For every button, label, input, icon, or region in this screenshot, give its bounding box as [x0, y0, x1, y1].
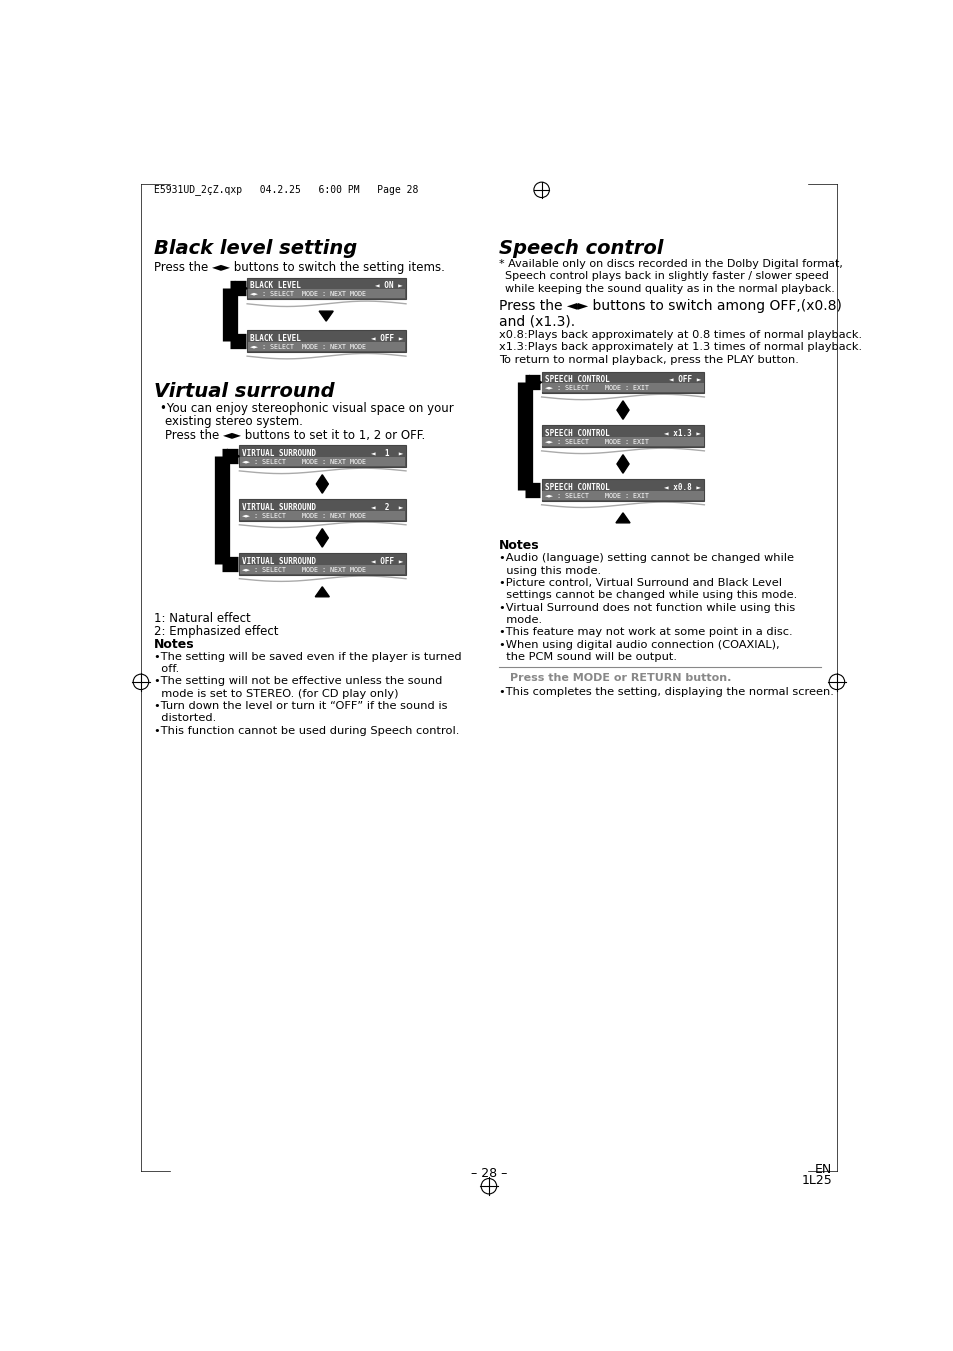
Text: Notes: Notes [154, 638, 194, 651]
Bar [239, 500, 406, 521]
Text: To return to normal playback, press the PLAY button.: To return to normal playback, press the … [498, 354, 798, 365]
Text: •Audio (language) setting cannot be changed while: •Audio (language) setting cannot be chan… [498, 554, 793, 563]
Text: Speech control plays back in slightly faster / slower speed: Speech control plays back in slightly fa… [505, 272, 828, 281]
Text: •The setting will not be effective unless the sound: •The setting will not be effective unles… [154, 677, 442, 686]
Bar [248, 342, 405, 351]
Bar [248, 289, 405, 299]
Polygon shape [227, 450, 239, 463]
Text: settings cannot be changed while using this mode.: settings cannot be changed while using t… [498, 590, 797, 600]
Text: ◄  2  ►: ◄ 2 ► [370, 503, 402, 512]
Text: Press the ◄► buttons to switch among OFF,(x0.8): Press the ◄► buttons to switch among OFF… [498, 299, 841, 313]
Text: ◄► : SELECT    MODE : EXIT: ◄► : SELECT MODE : EXIT [544, 385, 648, 392]
Text: 1L25: 1L25 [801, 1174, 831, 1188]
Polygon shape [617, 463, 628, 473]
Bar [239, 446, 406, 467]
Text: ◄ ON ►: ◄ ON ► [375, 281, 402, 290]
Text: SPEECH CONTROL: SPEECH CONTROL [544, 430, 609, 438]
Text: ◄  1  ►: ◄ 1 ► [370, 449, 402, 458]
Bar [541, 372, 703, 393]
Polygon shape [316, 538, 328, 547]
Text: SPEECH CONTROL: SPEECH CONTROL [544, 376, 609, 384]
Text: off.: off. [154, 665, 179, 674]
Text: and (x1.3).: and (x1.3). [498, 315, 575, 328]
Text: ◄► : SELECT    MODE : NEXT MODE: ◄► : SELECT MODE : NEXT MODE [242, 459, 366, 465]
Text: •Turn down the level or turn it “OFF” if the sound is: •Turn down the level or turn it “OFF” if… [154, 701, 447, 711]
Polygon shape [234, 281, 247, 296]
Text: BLACK LEVEL: BLACK LEVEL [250, 334, 301, 343]
Text: 2: Emphasized effect: 2: Emphasized effect [154, 626, 278, 638]
Polygon shape [617, 455, 628, 463]
Text: ◄► : SELECT    MODE : EXIT: ◄► : SELECT MODE : EXIT [544, 493, 648, 499]
Bar [247, 330, 406, 351]
Bar [240, 457, 405, 466]
Bar [240, 511, 405, 520]
Bar [542, 492, 703, 500]
Text: ◄ x0.8 ►: ◄ x0.8 ► [663, 484, 700, 492]
Text: Notes: Notes [498, 539, 539, 553]
Text: VIRTUAL SURROUND: VIRTUAL SURROUND [242, 503, 316, 512]
Text: mode.: mode. [498, 615, 541, 626]
Text: ◄ OFF ►: ◄ OFF ► [370, 557, 402, 566]
Text: •When using digital audio connection (COAXIAL),: •When using digital audio connection (CO… [498, 639, 779, 650]
Text: ◄► : SELECT  MODE : NEXT MODE: ◄► : SELECT MODE : NEXT MODE [250, 343, 366, 350]
Bar [542, 384, 703, 392]
Text: Black level setting: Black level setting [154, 239, 357, 258]
Text: x0.8:Plays back approximately at 0.8 times of normal playback.: x0.8:Plays back approximately at 0.8 tim… [498, 330, 862, 340]
Text: ◄ OFF ►: ◄ OFF ► [668, 376, 700, 384]
Text: using this mode.: using this mode. [498, 566, 600, 576]
Text: mode is set to STEREO. (for CD play only): mode is set to STEREO. (for CD play only… [154, 689, 398, 698]
Text: EN: EN [814, 1163, 831, 1177]
Bar [542, 438, 703, 446]
Bar [240, 565, 405, 574]
Text: existing stereo system.: existing stereo system. [165, 416, 302, 428]
Text: SPEECH CONTROL: SPEECH CONTROL [544, 484, 609, 492]
Polygon shape [617, 411, 628, 419]
Text: Press the ◄► buttons to switch the setting items.: Press the ◄► buttons to switch the setti… [154, 261, 444, 274]
Text: VIRTUAL SURROUND: VIRTUAL SURROUND [242, 557, 316, 566]
Text: BLACK LEVEL: BLACK LEVEL [250, 281, 301, 290]
Text: Speech control: Speech control [498, 239, 662, 258]
Text: ◄► : SELECT    MODE : NEXT MODE: ◄► : SELECT MODE : NEXT MODE [242, 567, 366, 573]
Text: •The setting will be saved even if the player is turned: •The setting will be saved even if the p… [154, 651, 461, 662]
Text: •Picture control, Virtual Surround and Black Level: •Picture control, Virtual Surround and B… [498, 578, 781, 588]
Text: Press the MODE or RETURN button.: Press the MODE or RETURN button. [509, 673, 730, 684]
Text: distorted.: distorted. [154, 713, 216, 723]
Text: 1: Natural effect: 1: Natural effect [154, 612, 251, 624]
Text: VIRTUAL SURROUND: VIRTUAL SURROUND [242, 449, 316, 458]
Text: ◄► : SELECT    MODE : NEXT MODE: ◄► : SELECT MODE : NEXT MODE [242, 513, 366, 519]
Polygon shape [617, 401, 628, 411]
Text: * Available only on discs recorded in the Dolby Digital format,: * Available only on discs recorded in th… [498, 259, 842, 269]
Polygon shape [316, 528, 328, 538]
Polygon shape [529, 376, 541, 389]
Polygon shape [316, 484, 328, 493]
Polygon shape [316, 474, 328, 484]
Text: •This completes the setting, displaying the normal screen.: •This completes the setting, displaying … [498, 688, 833, 697]
Text: ◄ OFF ►: ◄ OFF ► [370, 334, 402, 343]
Text: •This function cannot be used during Speech control.: •This function cannot be used during Spe… [154, 725, 459, 736]
Text: the PCM sound will be output.: the PCM sound will be output. [498, 651, 677, 662]
Text: Virtual surround: Virtual surround [154, 382, 335, 401]
Text: •You can enjoy stereophonic visual space on your: •You can enjoy stereophonic visual space… [160, 403, 454, 415]
Text: x1.3:Plays back approximately at 1.3 times of normal playback.: x1.3:Plays back approximately at 1.3 tim… [498, 342, 862, 353]
Text: •This feature may not work at some point in a disc.: •This feature may not work at some point… [498, 627, 792, 638]
Bar [239, 554, 406, 574]
Bar [541, 480, 703, 501]
Polygon shape [616, 513, 629, 523]
Text: while keeping the sound quality as in the normal playback.: while keeping the sound quality as in th… [505, 284, 834, 293]
Text: – 28 –: – 28 – [470, 1167, 507, 1179]
Text: •Virtual Surround does not function while using this: •Virtual Surround does not function whil… [498, 603, 795, 612]
Text: ◄► : SELECT  MODE : NEXT MODE: ◄► : SELECT MODE : NEXT MODE [250, 292, 366, 297]
Polygon shape [314, 586, 329, 597]
Bar [247, 277, 406, 299]
Text: ◄► : SELECT    MODE : EXIT: ◄► : SELECT MODE : EXIT [544, 439, 648, 446]
Text: E5931UD_2çZ.qxp   04.2.25   6:00 PM   Page 28: E5931UD_2çZ.qxp 04.2.25 6:00 PM Page 28 [154, 184, 418, 195]
Polygon shape [319, 311, 333, 322]
Text: Press the ◄► buttons to set it to 1, 2 or OFF.: Press the ◄► buttons to set it to 1, 2 o… [165, 428, 425, 442]
Text: ◄ x1.3 ►: ◄ x1.3 ► [663, 430, 700, 438]
Bar [541, 426, 703, 447]
